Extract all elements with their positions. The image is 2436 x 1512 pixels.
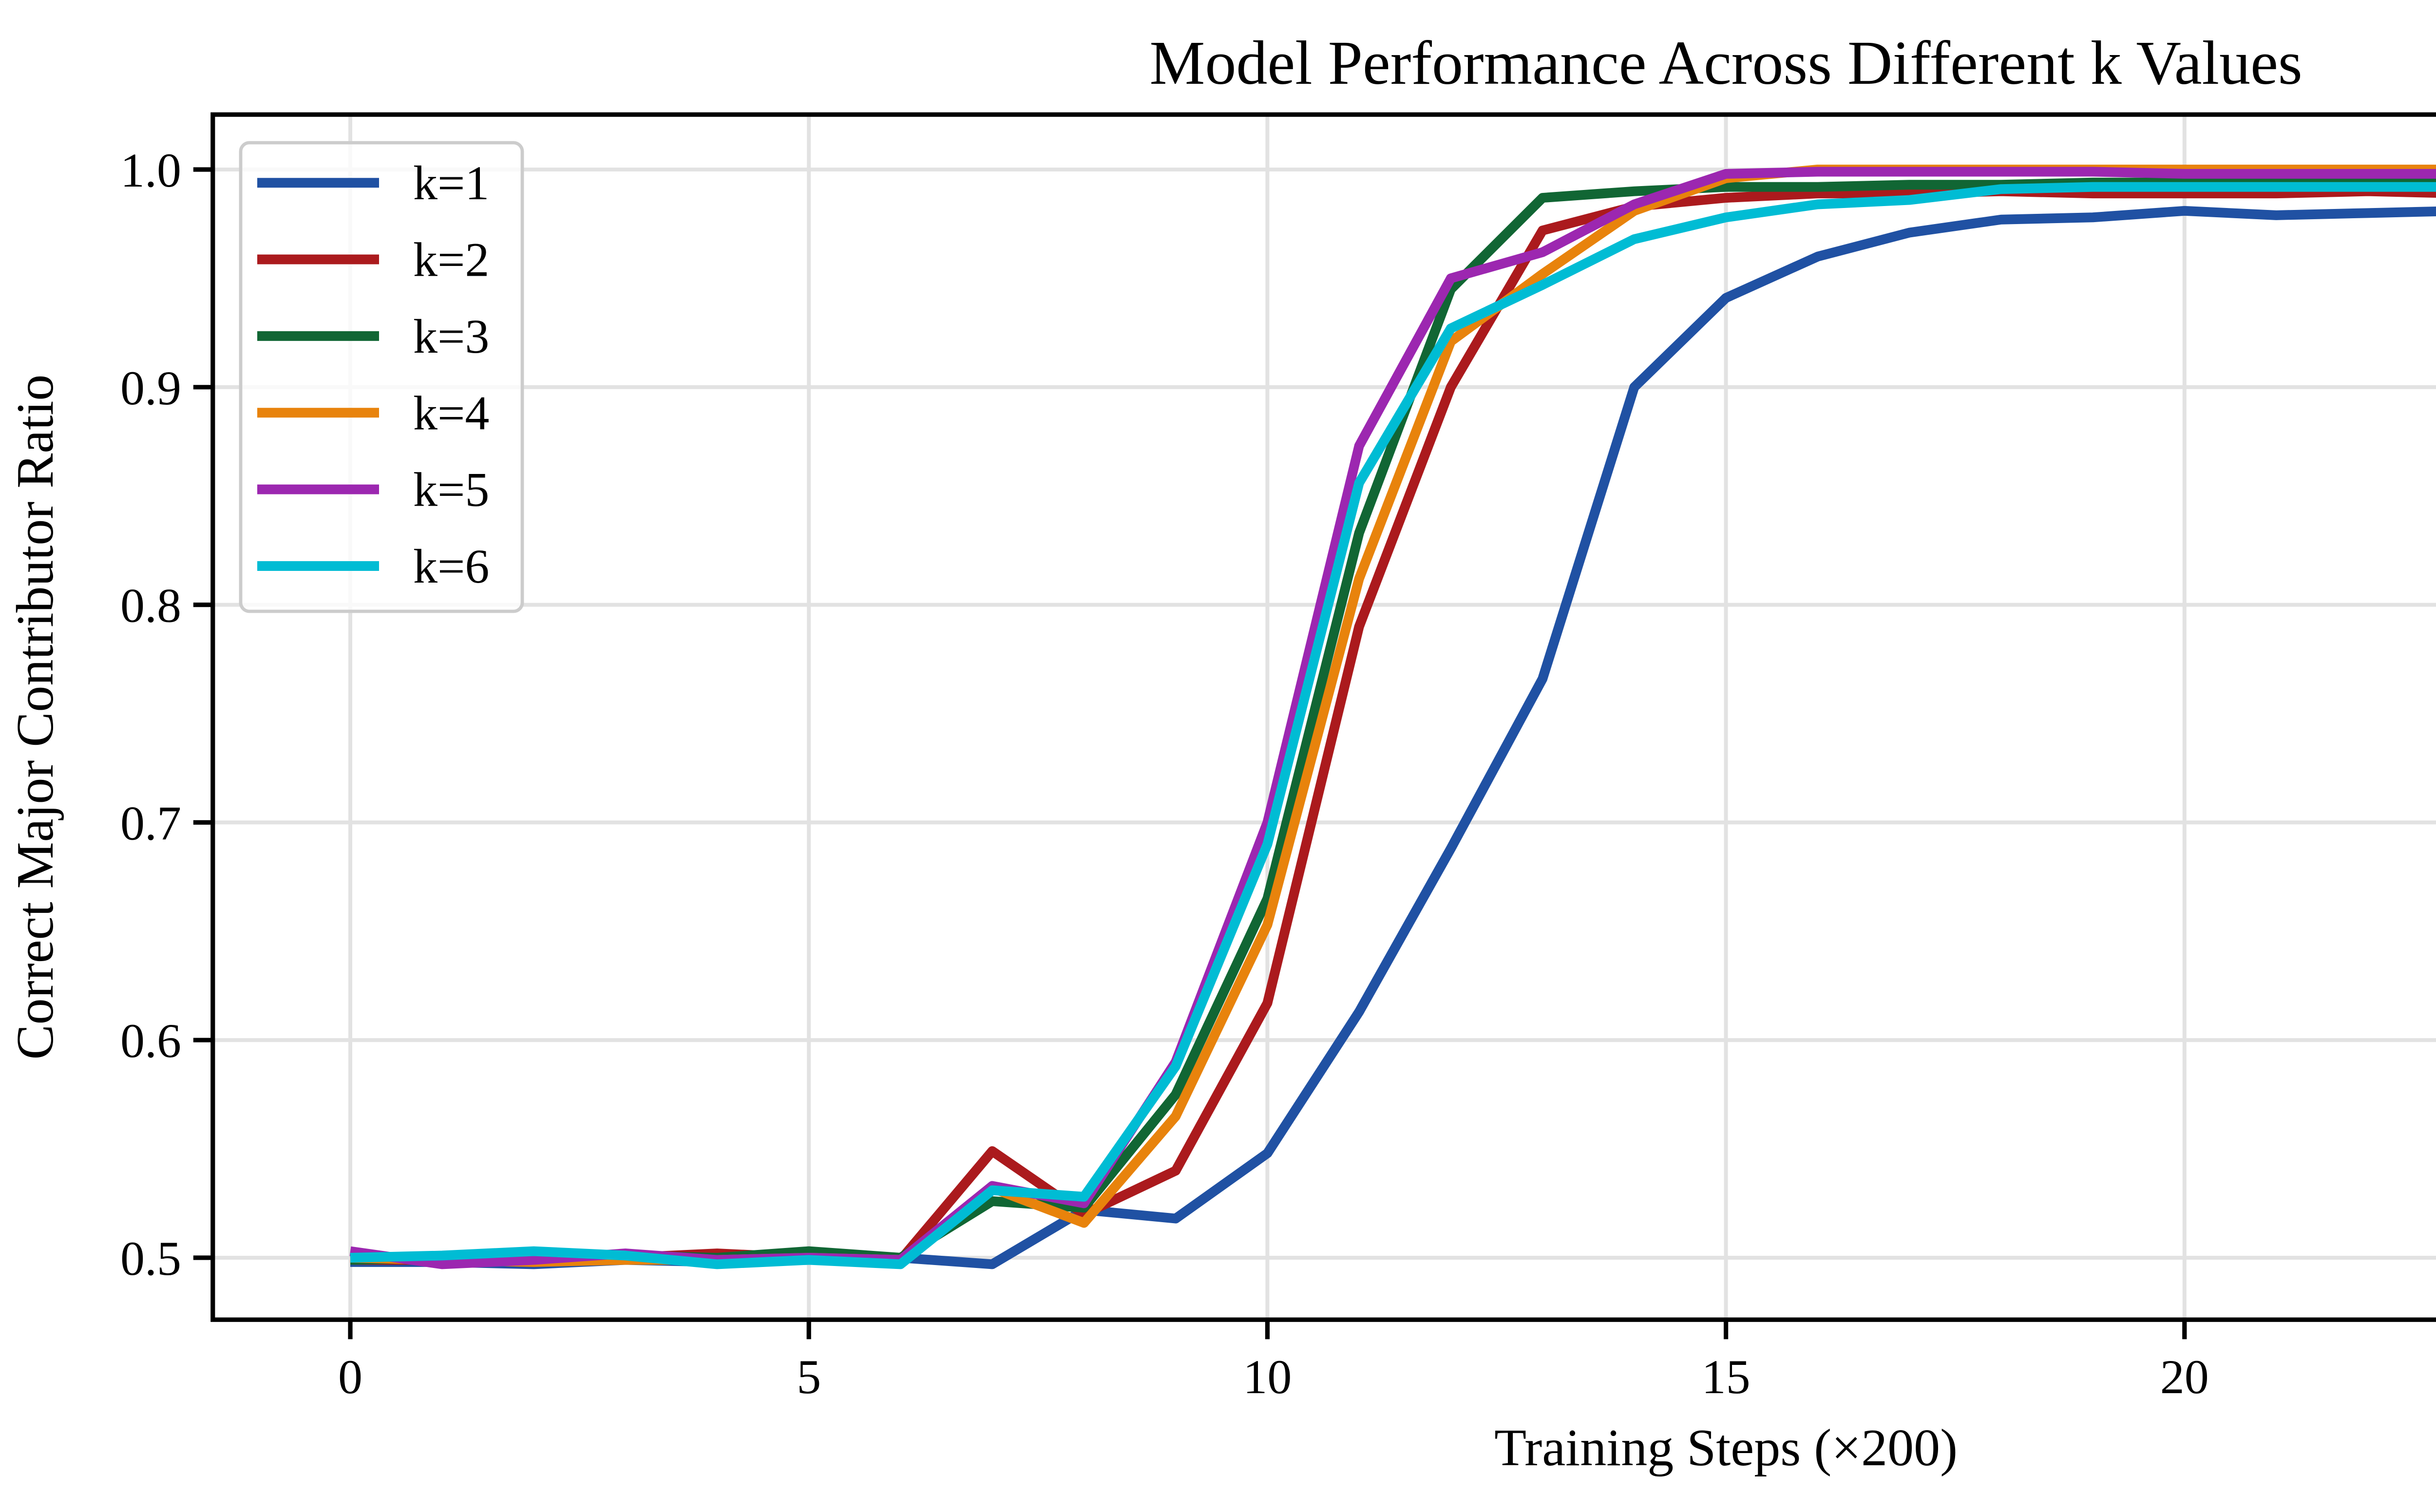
legend-label-k2: k=2	[413, 233, 489, 287]
legend-row: k=4	[257, 386, 489, 440]
series-line-k1	[350, 206, 2436, 1269]
tick-label-layer: 0510152025300.50.60.70.80.91.0	[120, 143, 2209, 1404]
y-tick-label: 0.8	[120, 579, 181, 633]
legend-label-k3: k=3	[413, 309, 489, 363]
y-tick-label: 0.9	[120, 361, 181, 415]
tick-layer	[193, 167, 2187, 1340]
series-line-k5	[349, 167, 2436, 1269]
y-axis-label: Correct Major Contributor Ratio	[6, 375, 64, 1060]
legend-row: k=2	[257, 233, 489, 287]
x-tick-label: 15	[1702, 1350, 1751, 1404]
x-tick-label: 10	[1243, 1350, 1292, 1404]
series-line-k3	[350, 176, 2436, 1265]
legend: k=1 k=2 k=3 k=4 k=5 k=6	[239, 141, 524, 613]
x-tick-label: 20	[2160, 1350, 2209, 1404]
legend-row: k=1	[257, 156, 489, 210]
series-line-k2	[350, 186, 2436, 1267]
legend-label-k5: k=5	[413, 463, 489, 517]
legend-row: k=3	[257, 309, 489, 363]
legend-label-k1: k=1	[413, 156, 489, 210]
chart-title: Model Performance Across Different k Val…	[1150, 28, 2303, 97]
legend-row: k=5	[257, 463, 489, 517]
x-tick-label: 5	[797, 1350, 821, 1404]
series-layer	[349, 165, 2436, 1269]
y-tick-label: 0.7	[120, 796, 181, 850]
y-tick-label: 1.0	[120, 143, 181, 197]
legend-label-k4: k=4	[413, 386, 489, 440]
y-tick-label: 0.5	[120, 1231, 181, 1285]
x-axis-label: Training Steps (×200)	[1494, 1419, 1958, 1477]
series-line-k4	[350, 165, 2436, 1267]
x-tick-label: 0	[338, 1350, 362, 1404]
y-tick-label: 0.6	[120, 1014, 181, 1068]
legend-row: k=6	[257, 539, 489, 593]
legend-label-k6: k=6	[413, 539, 489, 593]
series-line-k6	[350, 182, 2436, 1269]
